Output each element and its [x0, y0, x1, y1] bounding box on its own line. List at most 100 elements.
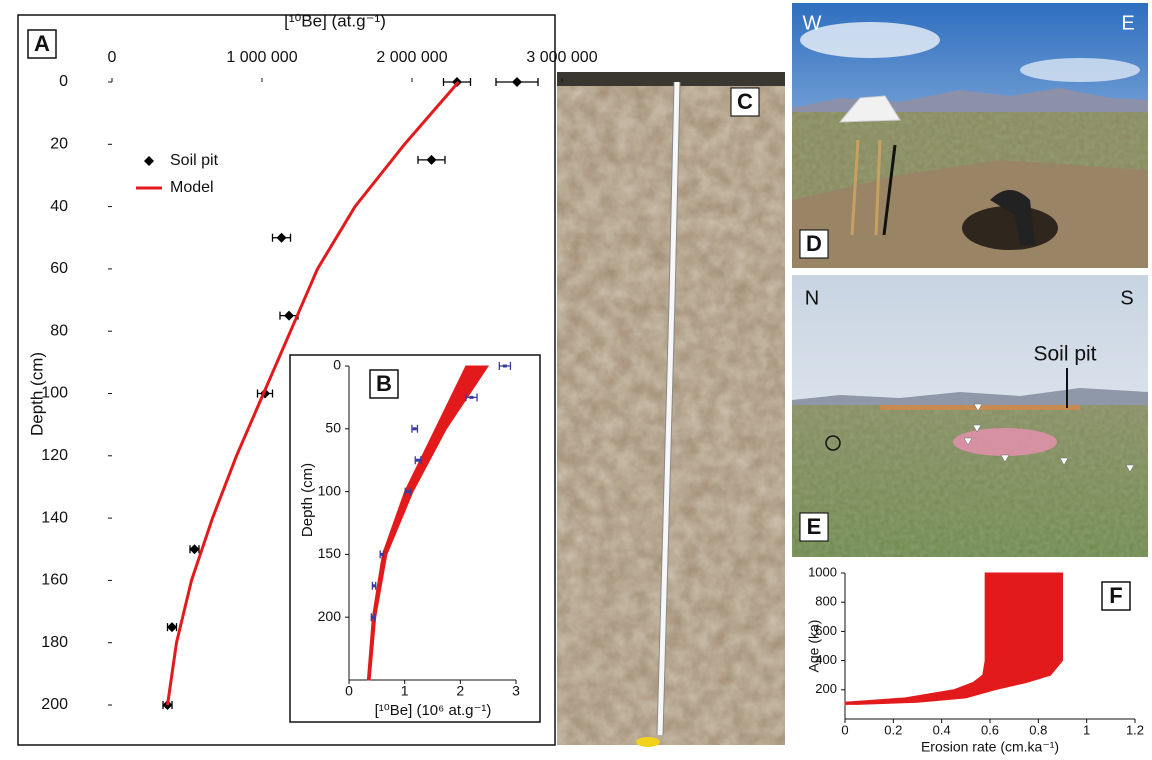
photo-label: D	[806, 231, 822, 256]
dirt	[792, 160, 1148, 268]
tape	[657, 81, 680, 736]
y-tick-label: 1000	[808, 564, 837, 579]
y-axis-label: Depth (cm)	[299, 463, 316, 537]
photo-label: E	[807, 514, 822, 539]
x-tick-label: 0	[345, 683, 353, 699]
y-axis-label: Depth (cm)	[27, 352, 46, 436]
pit	[962, 206, 1058, 250]
label-box	[799, 512, 829, 542]
y-tick-label: 80	[50, 322, 68, 339]
y-tick-label: 200	[318, 608, 342, 624]
pink-patch	[953, 428, 1057, 456]
data-point	[416, 458, 421, 462]
y-tick-label: 400	[815, 652, 837, 667]
soil-top	[557, 72, 785, 86]
y-tick-label: 600	[815, 623, 837, 638]
x-tick-label: 0.8	[1029, 722, 1047, 737]
shovel	[850, 139, 860, 236]
mountains	[792, 388, 1148, 408]
x-tick-label: 0	[841, 722, 848, 737]
y-tick-label: 200	[815, 681, 837, 696]
data-point	[372, 584, 377, 588]
y-tick-label: 20	[50, 136, 68, 153]
label-box	[799, 229, 829, 259]
shovel	[874, 139, 882, 236]
direction-label: W	[803, 12, 822, 34]
direction-label: E	[1121, 12, 1134, 34]
circle-marker	[825, 435, 841, 451]
x-tick-label: 2	[456, 683, 464, 699]
panel-label: A	[34, 31, 50, 56]
x-tick-label: 0.4	[933, 722, 951, 737]
direction-label: N	[805, 287, 819, 309]
y-tick-label: 160	[41, 572, 68, 589]
tent	[838, 95, 901, 123]
panel-label-box	[1101, 581, 1131, 611]
y-axis-label: Age (ka)	[806, 620, 822, 673]
x-axis-label: Erosion rate (cm.ka⁻¹)	[921, 739, 1059, 755]
y-tick-label: 40	[50, 198, 68, 215]
cloud	[800, 22, 940, 58]
photo-label: C	[737, 89, 753, 114]
shovel	[882, 144, 897, 236]
photo-c: C	[557, 72, 785, 747]
label-box	[730, 87, 760, 117]
y-tick-label: 0	[59, 73, 68, 90]
x-tick-label: 0	[108, 49, 117, 66]
x-tick-label: 3	[512, 683, 520, 699]
tape-end	[636, 737, 660, 747]
data-point	[412, 427, 417, 431]
data-point	[512, 77, 522, 87]
data-point	[379, 552, 384, 556]
y-tick-label: 50	[325, 420, 341, 436]
y-tick-label: 800	[815, 594, 837, 609]
data-point	[284, 310, 294, 321]
x-tick-label: 0.2	[884, 722, 902, 737]
y-tick-label: 150	[318, 545, 342, 561]
y-tick-label: 180	[41, 634, 68, 651]
data-point	[426, 154, 437, 165]
panel-frame	[289, 354, 541, 723]
cloud	[1020, 58, 1140, 82]
x-tick-label: 3 000 000	[526, 49, 597, 66]
legend-swatch	[144, 156, 154, 166]
ground-texture	[792, 405, 1148, 557]
person	[990, 190, 1035, 245]
panel-label: B	[376, 371, 392, 396]
annotation: Soil pit	[1033, 343, 1096, 366]
data-point	[406, 490, 411, 494]
x-tick-label: 1.2	[1126, 722, 1144, 737]
photo-d: W E D	[792, 3, 1148, 268]
model-line	[166, 81, 460, 706]
y-tick-label: 140	[41, 509, 68, 526]
y-tick-label: 200	[41, 696, 68, 713]
x-tick-label: 1 000 000	[226, 49, 297, 66]
model-band	[844, 572, 1063, 705]
panel-label-box	[27, 29, 57, 59]
data-point	[167, 622, 177, 633]
data-point	[276, 232, 287, 243]
x-tick-label: 1	[1083, 722, 1090, 737]
markers	[963, 403, 1135, 473]
panel-label-box	[369, 369, 399, 399]
data-point	[502, 364, 507, 368]
model-band	[366, 365, 490, 681]
x-tick-label: 1	[401, 683, 409, 699]
legend-label: Soil pit	[170, 152, 219, 169]
y-tick-label: 60	[50, 260, 68, 277]
x-tick-label: 0.6	[981, 722, 999, 737]
y-tick-label: 0	[333, 357, 341, 373]
legend-label: Model	[170, 179, 214, 196]
x-axis-label: [¹⁰Be] (at.g⁻¹)	[284, 11, 386, 30]
data-point	[370, 615, 375, 619]
direction-label: S	[1120, 287, 1133, 309]
y-tick-label: 100	[318, 482, 342, 498]
y-tick-label: 100	[41, 385, 68, 402]
y-tick-label: 120	[41, 447, 68, 464]
data-point	[189, 544, 200, 555]
photo-e: Soil pit N S E	[792, 275, 1148, 557]
panel-label: F	[1109, 583, 1122, 608]
x-tick-label: 2 000 000	[376, 49, 447, 66]
x-axis-label: [¹⁰Be] (10⁶ at.g⁻¹)	[375, 702, 492, 719]
